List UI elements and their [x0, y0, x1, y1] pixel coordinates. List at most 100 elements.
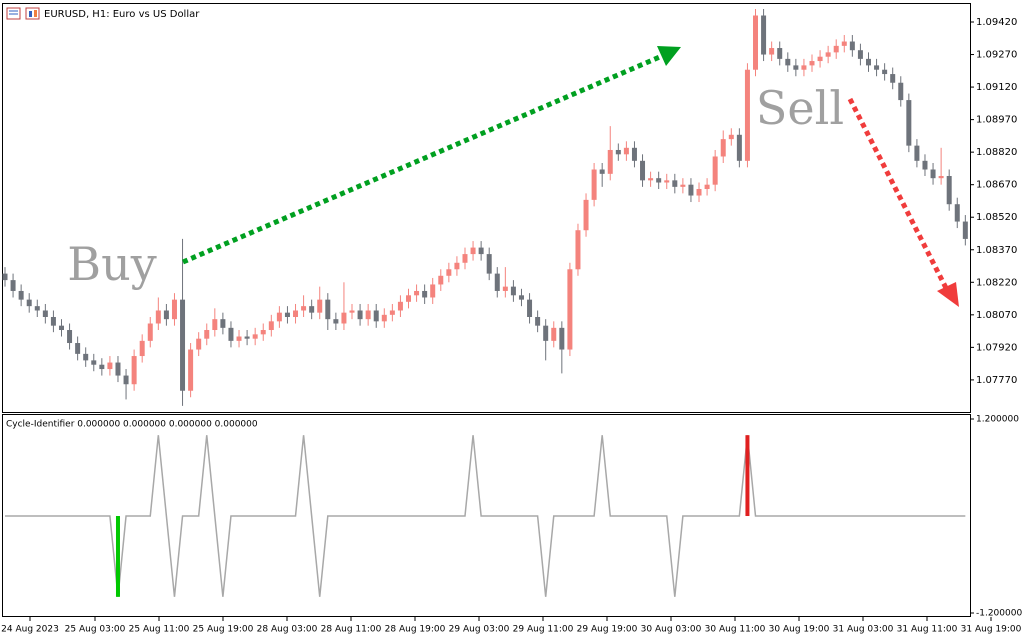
candle-body — [139, 340, 145, 357]
candle-body — [785, 58, 791, 66]
candle-body — [510, 286, 516, 296]
candle-body — [680, 184, 686, 187]
y-tick-label: 1.08520 — [976, 212, 1017, 223]
x-tick-label: 30 Aug 03:00 — [641, 625, 702, 635]
candle-body — [615, 149, 621, 155]
y-tick-label: 1.09420 — [976, 17, 1017, 28]
candle-body — [631, 147, 637, 161]
candle-body — [769, 48, 775, 55]
y-tick-label: 1.07770 — [976, 375, 1017, 386]
candle-body — [478, 247, 484, 255]
candle-body — [704, 184, 710, 190]
candle-body — [212, 319, 218, 331]
candle-body — [543, 325, 549, 341]
candle-body — [809, 61, 815, 66]
indicator-panel — [2, 414, 971, 617]
candle-body — [470, 247, 476, 255]
candle-body — [228, 327, 234, 341]
y-tick-label: -1.200000 — [976, 609, 1022, 619]
candle-body — [623, 147, 629, 155]
candle-body — [825, 52, 831, 57]
candle-body — [841, 41, 847, 46]
indicator-title: Cycle-Identifier 0.000000 0.000000 0.000… — [6, 420, 258, 430]
candle-body — [744, 69, 750, 161]
candle-body — [801, 65, 807, 70]
candle-body — [575, 230, 581, 270]
candle-body — [18, 290, 24, 300]
candle-body — [91, 360, 97, 365]
x-tick-label: 31 Aug 03:00 — [833, 625, 894, 635]
candle-body — [163, 310, 169, 320]
buy-arrow — [182, 53, 663, 265]
candle-body — [688, 184, 694, 196]
candle-body — [599, 169, 605, 174]
y-tick-label: 1.08670 — [976, 180, 1017, 191]
candle-body — [236, 336, 242, 341]
candle-body — [865, 58, 871, 66]
candle-body — [196, 338, 202, 350]
candle-body — [954, 204, 960, 222]
x-tick-label: 30 Aug 11:00 — [705, 625, 766, 635]
candle-body — [753, 15, 759, 70]
y-tick-label: 1.08220 — [976, 277, 1017, 288]
candle-body — [123, 375, 129, 385]
y-tick-label: 1.09120 — [976, 82, 1017, 93]
candle-body — [502, 286, 508, 291]
candle-body — [365, 310, 371, 320]
x-tick-label: 25 Aug 19:00 — [193, 625, 254, 635]
symbol-icons — [6, 7, 40, 20]
x-tick-label: 29 Aug 03:00 — [449, 625, 510, 635]
candle-body — [728, 134, 734, 140]
candle-body — [583, 199, 589, 231]
candle-body — [2, 273, 8, 281]
candle-body — [672, 180, 678, 187]
indicator-line — [5, 435, 966, 597]
sell-arrowhead — [937, 282, 959, 307]
candle-body — [333, 319, 339, 324]
candle-body — [422, 290, 428, 298]
candle-body — [640, 160, 646, 181]
x-tick-label: 31 Aug 11:00 — [897, 625, 958, 635]
signal-bar — [745, 435, 750, 517]
candle-body — [849, 41, 855, 51]
y-tick-label: 1.07920 — [976, 342, 1017, 353]
candle-body — [317, 299, 323, 313]
candle-body — [761, 15, 767, 55]
sell-annotation: Sell — [756, 81, 844, 135]
candle-body — [494, 273, 500, 291]
candle-body — [301, 306, 307, 311]
x-tick-label: 28 Aug 11:00 — [321, 625, 382, 635]
candle-body — [50, 316, 56, 326]
candle-body — [171, 299, 177, 320]
candle-body — [309, 306, 315, 313]
candle-body — [664, 180, 670, 183]
candle-body — [83, 353, 89, 361]
candle-body — [373, 310, 379, 322]
x-tick-label: 31 Aug 19:00 — [961, 625, 1022, 635]
candle-body — [268, 321, 274, 331]
x-tick-label: 30 Aug 19:00 — [769, 625, 830, 635]
y-tick-label: 1.200000 — [976, 415, 1019, 425]
candle-body — [914, 145, 920, 161]
candle-body — [293, 310, 299, 317]
candle-body — [898, 82, 904, 101]
candle-body — [874, 65, 880, 70]
candle-body — [42, 310, 48, 317]
candle-body — [131, 356, 137, 385]
candle-body — [58, 325, 64, 331]
candle-body — [946, 176, 952, 205]
candle-body — [180, 299, 186, 391]
candle-body — [591, 169, 597, 200]
y-tick-label: 1.08370 — [976, 245, 1017, 256]
candle-body — [155, 310, 161, 324]
x-tick-label: 28 Aug 03:00 — [257, 625, 318, 635]
candle-body — [99, 364, 105, 370]
candle-body — [349, 310, 355, 313]
candle-body — [406, 295, 411, 302]
candle-body — [10, 280, 16, 291]
candle-body — [454, 262, 460, 270]
candle-body — [276, 312, 282, 322]
candle-body — [720, 139, 726, 157]
candle-body — [535, 316, 541, 326]
